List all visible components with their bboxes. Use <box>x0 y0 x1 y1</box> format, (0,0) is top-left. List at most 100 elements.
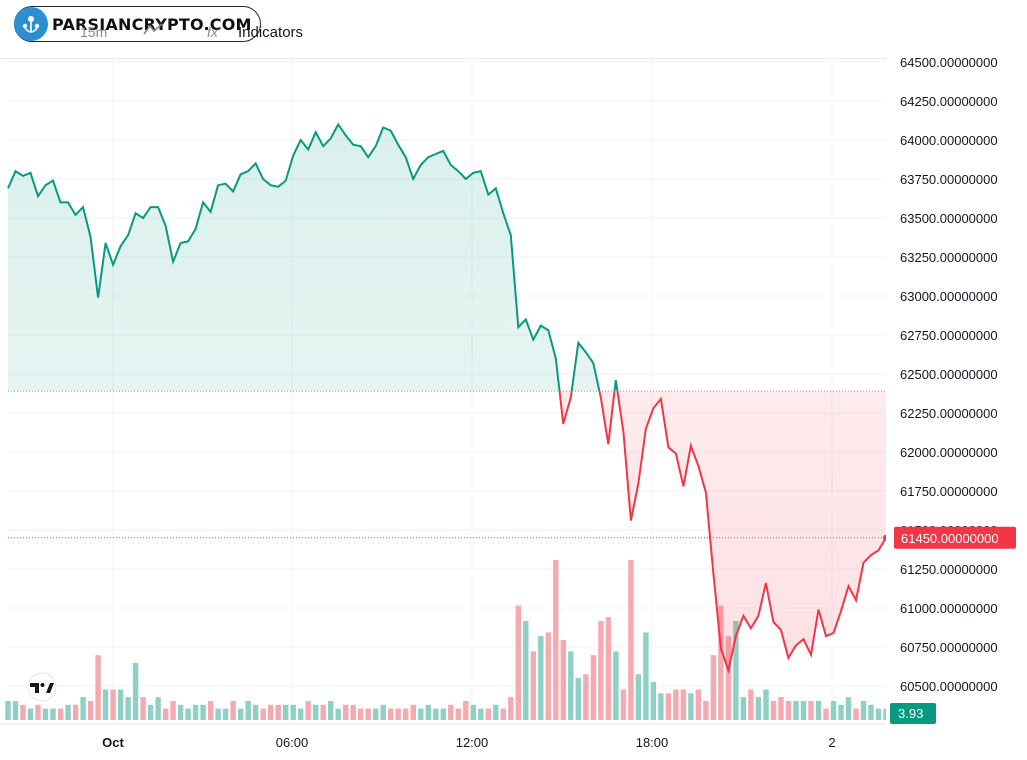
volume-badge <box>890 703 936 724</box>
volume-bar <box>358 708 364 720</box>
volume-bar <box>328 701 334 720</box>
volume-bar <box>365 708 371 720</box>
volume-bar <box>523 621 529 720</box>
volume-bar <box>140 697 146 720</box>
volume-bar <box>50 708 56 720</box>
last-price-badge <box>894 526 1016 549</box>
volume-bar <box>147 704 154 720</box>
volume-bar <box>838 704 844 720</box>
volume-bar <box>778 697 784 720</box>
volume-bar <box>125 697 131 720</box>
price-tick-label: 61750.00000000 <box>900 484 998 499</box>
volume-bar <box>718 605 724 720</box>
volume-bar <box>455 708 461 720</box>
volume-bar <box>20 704 26 720</box>
volume-bar <box>305 701 311 720</box>
price-tick-label: 62000.00000000 <box>900 445 998 460</box>
area-above-baseline <box>8 124 886 392</box>
volume-bar <box>373 708 379 720</box>
volume-bar <box>335 708 341 720</box>
volume-bar <box>538 636 544 720</box>
volume-bar <box>463 701 469 720</box>
time-tick-label: 18:00 <box>636 735 669 750</box>
volume-bar <box>27 708 34 720</box>
volume-bar <box>155 697 161 720</box>
price-tick-label: 63250.00000000 <box>900 250 998 265</box>
volume-bar <box>65 704 71 720</box>
svg-text:fx: fx <box>207 24 219 40</box>
volume-bar <box>380 704 386 720</box>
volume-bars <box>5 560 889 720</box>
volume-bar <box>132 662 139 720</box>
volume-bar <box>695 689 702 720</box>
volume-bar <box>830 701 837 720</box>
chart-type-icon <box>143 23 163 35</box>
volume-bar <box>313 704 319 720</box>
chart-toolbar: PARSIANCRYPTO.COM 15m fx Indicators <box>0 0 1027 59</box>
price-tick-label: 64000.00000000 <box>900 133 998 148</box>
volume-bar <box>868 704 874 720</box>
volume-bar <box>275 704 281 720</box>
interval-button[interactable]: 15m <box>80 24 108 40</box>
volume-bar <box>575 678 581 720</box>
price-chart[interactable]: 64500.00000000 64250.00000000 64000.000000… <box>0 58 1027 760</box>
volume-bar <box>733 621 739 720</box>
price-tick-label: 62500.00000000 <box>900 367 998 382</box>
price-tick-label: 61000.00000000 <box>900 601 998 616</box>
indicators-button[interactable]: Indicators <box>238 24 304 41</box>
volume-bar <box>590 655 597 720</box>
price-tick-label: 60750.00000000 <box>900 640 998 655</box>
volume-bar <box>605 617 612 720</box>
volume-bar <box>192 704 199 720</box>
volume-bar <box>470 704 476 720</box>
volume-bar <box>410 704 416 720</box>
brand-logo: PARSIANCRYPTO.COM <box>14 6 261 42</box>
volume-bar <box>755 697 762 720</box>
brand-logo-text: PARSIANCRYPTO.COM <box>52 14 252 34</box>
volume-bar <box>388 708 394 720</box>
volume-bar <box>35 704 41 720</box>
volume-bar <box>42 708 49 720</box>
volume-bar <box>260 708 266 720</box>
volume-bar <box>170 701 176 720</box>
volume-bar <box>710 655 717 720</box>
volume-bar <box>200 704 206 720</box>
volume-bar <box>673 689 679 720</box>
time-tick-label: 2 <box>828 735 835 750</box>
volume-bar <box>395 708 401 720</box>
volume-bar <box>298 708 304 720</box>
volume-bar <box>162 708 169 720</box>
volume-bar <box>222 708 229 720</box>
volume-bar <box>740 697 747 720</box>
volume-bar <box>185 708 191 720</box>
volume-bar <box>110 689 116 720</box>
volume-bar <box>440 708 446 720</box>
volume-bar <box>875 708 882 720</box>
volume-bar <box>680 689 687 720</box>
volume-bar <box>320 704 326 720</box>
volume-bar <box>493 704 499 720</box>
time-tick-label: 12:00 <box>456 735 489 750</box>
tradingview-logo-icon <box>26 672 62 702</box>
volume-bar <box>500 708 506 720</box>
indicators-icon[interactable]: fx <box>205 22 229 44</box>
volume-bar <box>763 689 769 720</box>
price-tick-label: 63500.00000000 <box>900 211 998 226</box>
volume-bar <box>553 560 559 720</box>
price-line-above-baseline <box>7 122 619 392</box>
time-tick-label: Oct <box>102 735 124 750</box>
volume-bar <box>290 704 296 720</box>
price-tick-label: 61250.00000000 <box>900 562 998 577</box>
price-tick-label: 60500.00000000 <box>900 679 998 694</box>
volume-bar <box>95 655 101 720</box>
price-tick-label: 63750.00000000 <box>900 172 998 187</box>
chart-type-button[interactable] <box>142 22 164 42</box>
volume-bar <box>117 689 124 720</box>
price-tick-label: 62250.00000000 <box>900 406 998 421</box>
volume-bar <box>860 701 867 720</box>
volume-bar <box>87 701 94 720</box>
volume-bar <box>583 674 589 720</box>
volume-bar <box>613 651 619 720</box>
volume-bar <box>478 708 484 720</box>
volume-bar <box>403 708 409 720</box>
